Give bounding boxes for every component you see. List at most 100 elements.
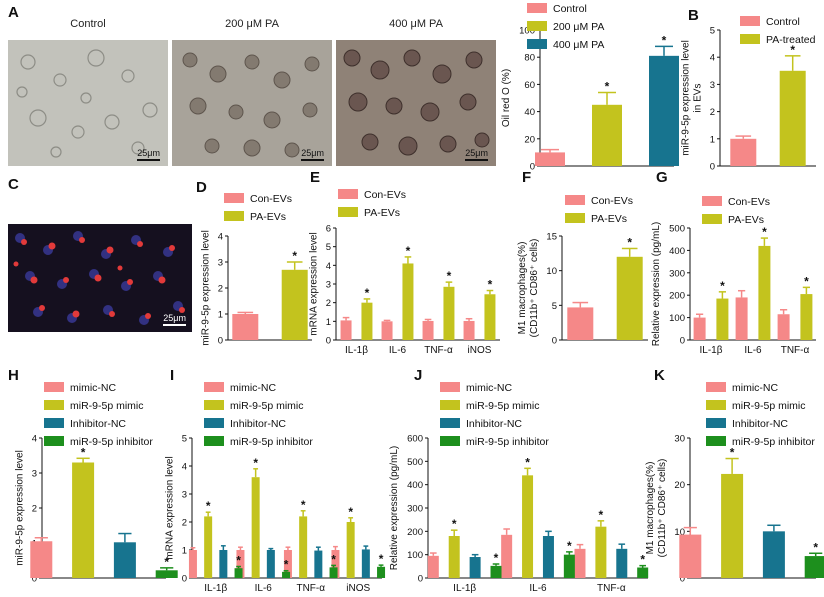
- legend-label: miR-9-5p inhibitor: [732, 436, 815, 448]
- y-tick-label: 200: [669, 291, 685, 302]
- panel-letter: J: [414, 367, 422, 384]
- y-tick-label: 2: [710, 107, 715, 118]
- legend-swatch: [204, 418, 224, 428]
- x-tick-label: IL-1β: [204, 583, 227, 594]
- legend-swatch: [44, 436, 64, 446]
- bar: [281, 269, 308, 340]
- bar: [484, 294, 496, 340]
- legend-label: PA-EVs: [364, 207, 400, 219]
- scale-bar-fluorescence: 25μm: [163, 313, 186, 326]
- scale-bar-line: [301, 159, 324, 161]
- bar: [800, 294, 813, 340]
- legend-label: miR-9-5p inhibitor: [466, 436, 549, 448]
- y-tick-label: 100: [407, 550, 423, 561]
- significance-star: *: [790, 43, 795, 57]
- legend-swatch: [740, 34, 760, 44]
- x-tick-label: TNF-α: [597, 583, 626, 594]
- legend-swatch: [440, 400, 460, 410]
- y-tick-label: 200: [407, 527, 423, 538]
- significance-star: *: [164, 555, 169, 569]
- y-tick-label: 30: [674, 434, 685, 445]
- panel-letter: D: [196, 179, 207, 196]
- bar: [693, 317, 706, 340]
- y-tick-label: 60: [524, 80, 535, 91]
- panel-letter: K: [654, 367, 665, 384]
- bar: [574, 548, 586, 578]
- bar: [448, 536, 460, 578]
- legend-label: miR-9-5p mimic: [230, 400, 304, 412]
- legend-swatch: [44, 400, 64, 410]
- x-tick-label: IL-6: [389, 345, 407, 356]
- legend-label: 200 μM PA: [553, 21, 604, 33]
- x-tick-label: IL-6: [744, 345, 762, 356]
- y-tick-label: 0: [680, 336, 685, 347]
- y-tick-label: 5: [182, 434, 187, 445]
- scale-bar-line: [163, 324, 186, 326]
- legend-swatch: [44, 418, 64, 428]
- panel-letter: F: [522, 169, 531, 186]
- legend-label: Inhibitor-NC: [466, 418, 522, 430]
- bar: [113, 542, 136, 578]
- fluorescence-image-cells: [8, 224, 192, 332]
- bar: [331, 550, 340, 578]
- y-tick-label: 2: [182, 518, 187, 529]
- y-tick-label: 3: [218, 258, 223, 269]
- x-tick-label: TNF-α: [781, 345, 810, 356]
- micrograph-image-200pa: [172, 40, 332, 166]
- y-tick-label: 400: [669, 246, 685, 257]
- y-tick-label: 5: [710, 26, 715, 37]
- y-tick-label: 15: [546, 232, 557, 243]
- y-axis-label: mRNA expression level: [308, 232, 319, 335]
- chart-k: K 0 10 20 30 M1 macrophages(%) (CD11b⁺ CD86⁺ c…: [645, 367, 824, 585]
- scale-bar-label: 25μm: [301, 148, 324, 158]
- chart-b: B 0 1 2 3 4 5 miR-9-5p expression level in EVs * C…: [680, 7, 816, 173]
- y-tick-label: 400: [407, 480, 423, 491]
- scale-bar-200pa: 25μm: [301, 148, 324, 161]
- micrograph-control: Control 25μm: [8, 18, 168, 166]
- y-axis-label: mRNA expression level: [164, 456, 175, 559]
- legend-label: mimic-NC: [230, 382, 276, 394]
- y-tick-label: 0: [710, 162, 715, 173]
- bar: [616, 256, 643, 340]
- chart-g: G 0 100 200 300 400 500 Relative expression (pg…: [651, 169, 816, 356]
- significance-star: *: [406, 244, 411, 258]
- legend-swatch: [204, 400, 224, 410]
- bar: [346, 522, 355, 578]
- significance-star: *: [81, 445, 86, 459]
- x-tick-label: TNF-α: [296, 583, 325, 594]
- bar: [232, 314, 259, 340]
- y-tick-label: 0: [552, 336, 557, 347]
- scale-bar-line: [465, 159, 488, 161]
- y-tick-label: 3: [326, 280, 331, 291]
- scale-bar-400pa: 25μm: [465, 148, 488, 161]
- bar: [637, 567, 649, 578]
- fluorescence-image: 25μm: [8, 224, 192, 332]
- bar: [236, 550, 245, 578]
- x-tick-label: iNOS: [468, 345, 492, 356]
- y-tick-label: 4: [218, 232, 223, 243]
- legend-label: Inhibitor-NC: [230, 418, 286, 430]
- y-tick-label: 2: [32, 504, 37, 515]
- panel-letter-c: C: [8, 176, 19, 193]
- bar: [490, 565, 502, 578]
- significance-star: *: [447, 269, 452, 283]
- legend-swatch: [565, 195, 585, 205]
- y-axis-label: miR-9-5p expression level: [14, 450, 25, 566]
- y-tick-label: 40: [524, 107, 535, 118]
- legend-swatch: [527, 3, 547, 13]
- y-axis-label: (CD11b⁺ CD86⁺ cells): [657, 459, 668, 558]
- y-tick-label: 0: [326, 336, 331, 347]
- significance-star: *: [292, 249, 297, 263]
- bar: [427, 555, 439, 578]
- bar: [469, 557, 481, 578]
- legend-swatch: [702, 196, 722, 206]
- significance-star: *: [599, 508, 604, 522]
- scale-bar-label: 25μm: [137, 148, 160, 158]
- legend-label: mimic-NC: [732, 382, 778, 394]
- significance-star: *: [331, 552, 336, 566]
- legend-label: mimic-NC: [466, 382, 512, 394]
- chart-e: E 0 1 2 3 4 5 6 mRNA expression level * * * * IL-1β IL…: [308, 169, 500, 356]
- micrograph-image-400pa: [336, 40, 496, 166]
- significance-star: *: [762, 225, 767, 239]
